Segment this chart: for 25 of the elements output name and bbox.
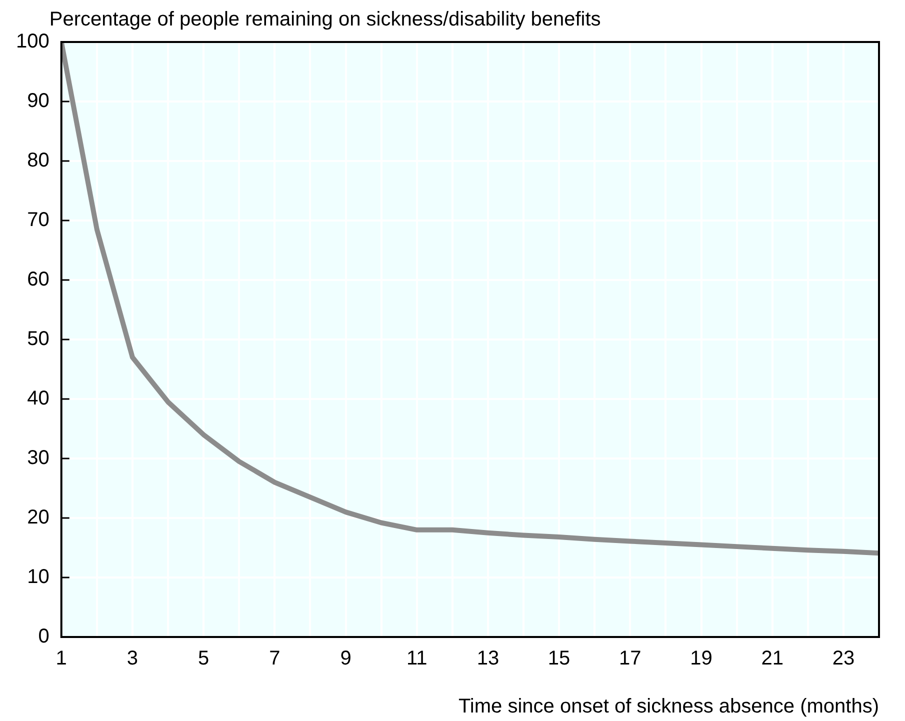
y-tick-label: 60 <box>27 268 50 291</box>
x-tick-label: 19 <box>690 648 712 670</box>
x-tick-label: 13 <box>476 648 500 670</box>
x-tick-label: 7 <box>269 648 280 670</box>
x-tick-label: 3 <box>126 648 138 670</box>
x-axis-title: Time since onset of sickness absence (months) <box>458 696 879 718</box>
y-tick-label: 0 <box>38 626 50 648</box>
y-tick-label: 10 <box>27 566 50 588</box>
x-tick-label: 9 <box>340 648 352 670</box>
y-tick-label: 40 <box>27 388 50 410</box>
y-tick-label: 90 <box>27 90 50 112</box>
x-tick-label: 11 <box>406 648 428 670</box>
x-tick-label: 1 <box>56 648 67 670</box>
y-tick-label: 50 <box>27 328 50 350</box>
y-tick-label: 100 <box>16 30 50 53</box>
x-tick-label: 23 <box>832 648 855 670</box>
y-tick-label: 70 <box>27 209 50 232</box>
y-tick-label: 20 <box>27 506 50 529</box>
y-tick-label: 80 <box>27 150 50 172</box>
x-tick-label: 21 <box>761 648 784 670</box>
y-tick-label: 30 <box>27 447 50 470</box>
x-tick-label: 17 <box>619 648 642 670</box>
x-tick-label: 5 <box>198 648 210 670</box>
x-tick-label: 15 <box>548 648 570 670</box>
y-axis-title: Percentage of people remaining on sickness/disability benefits <box>49 8 601 31</box>
